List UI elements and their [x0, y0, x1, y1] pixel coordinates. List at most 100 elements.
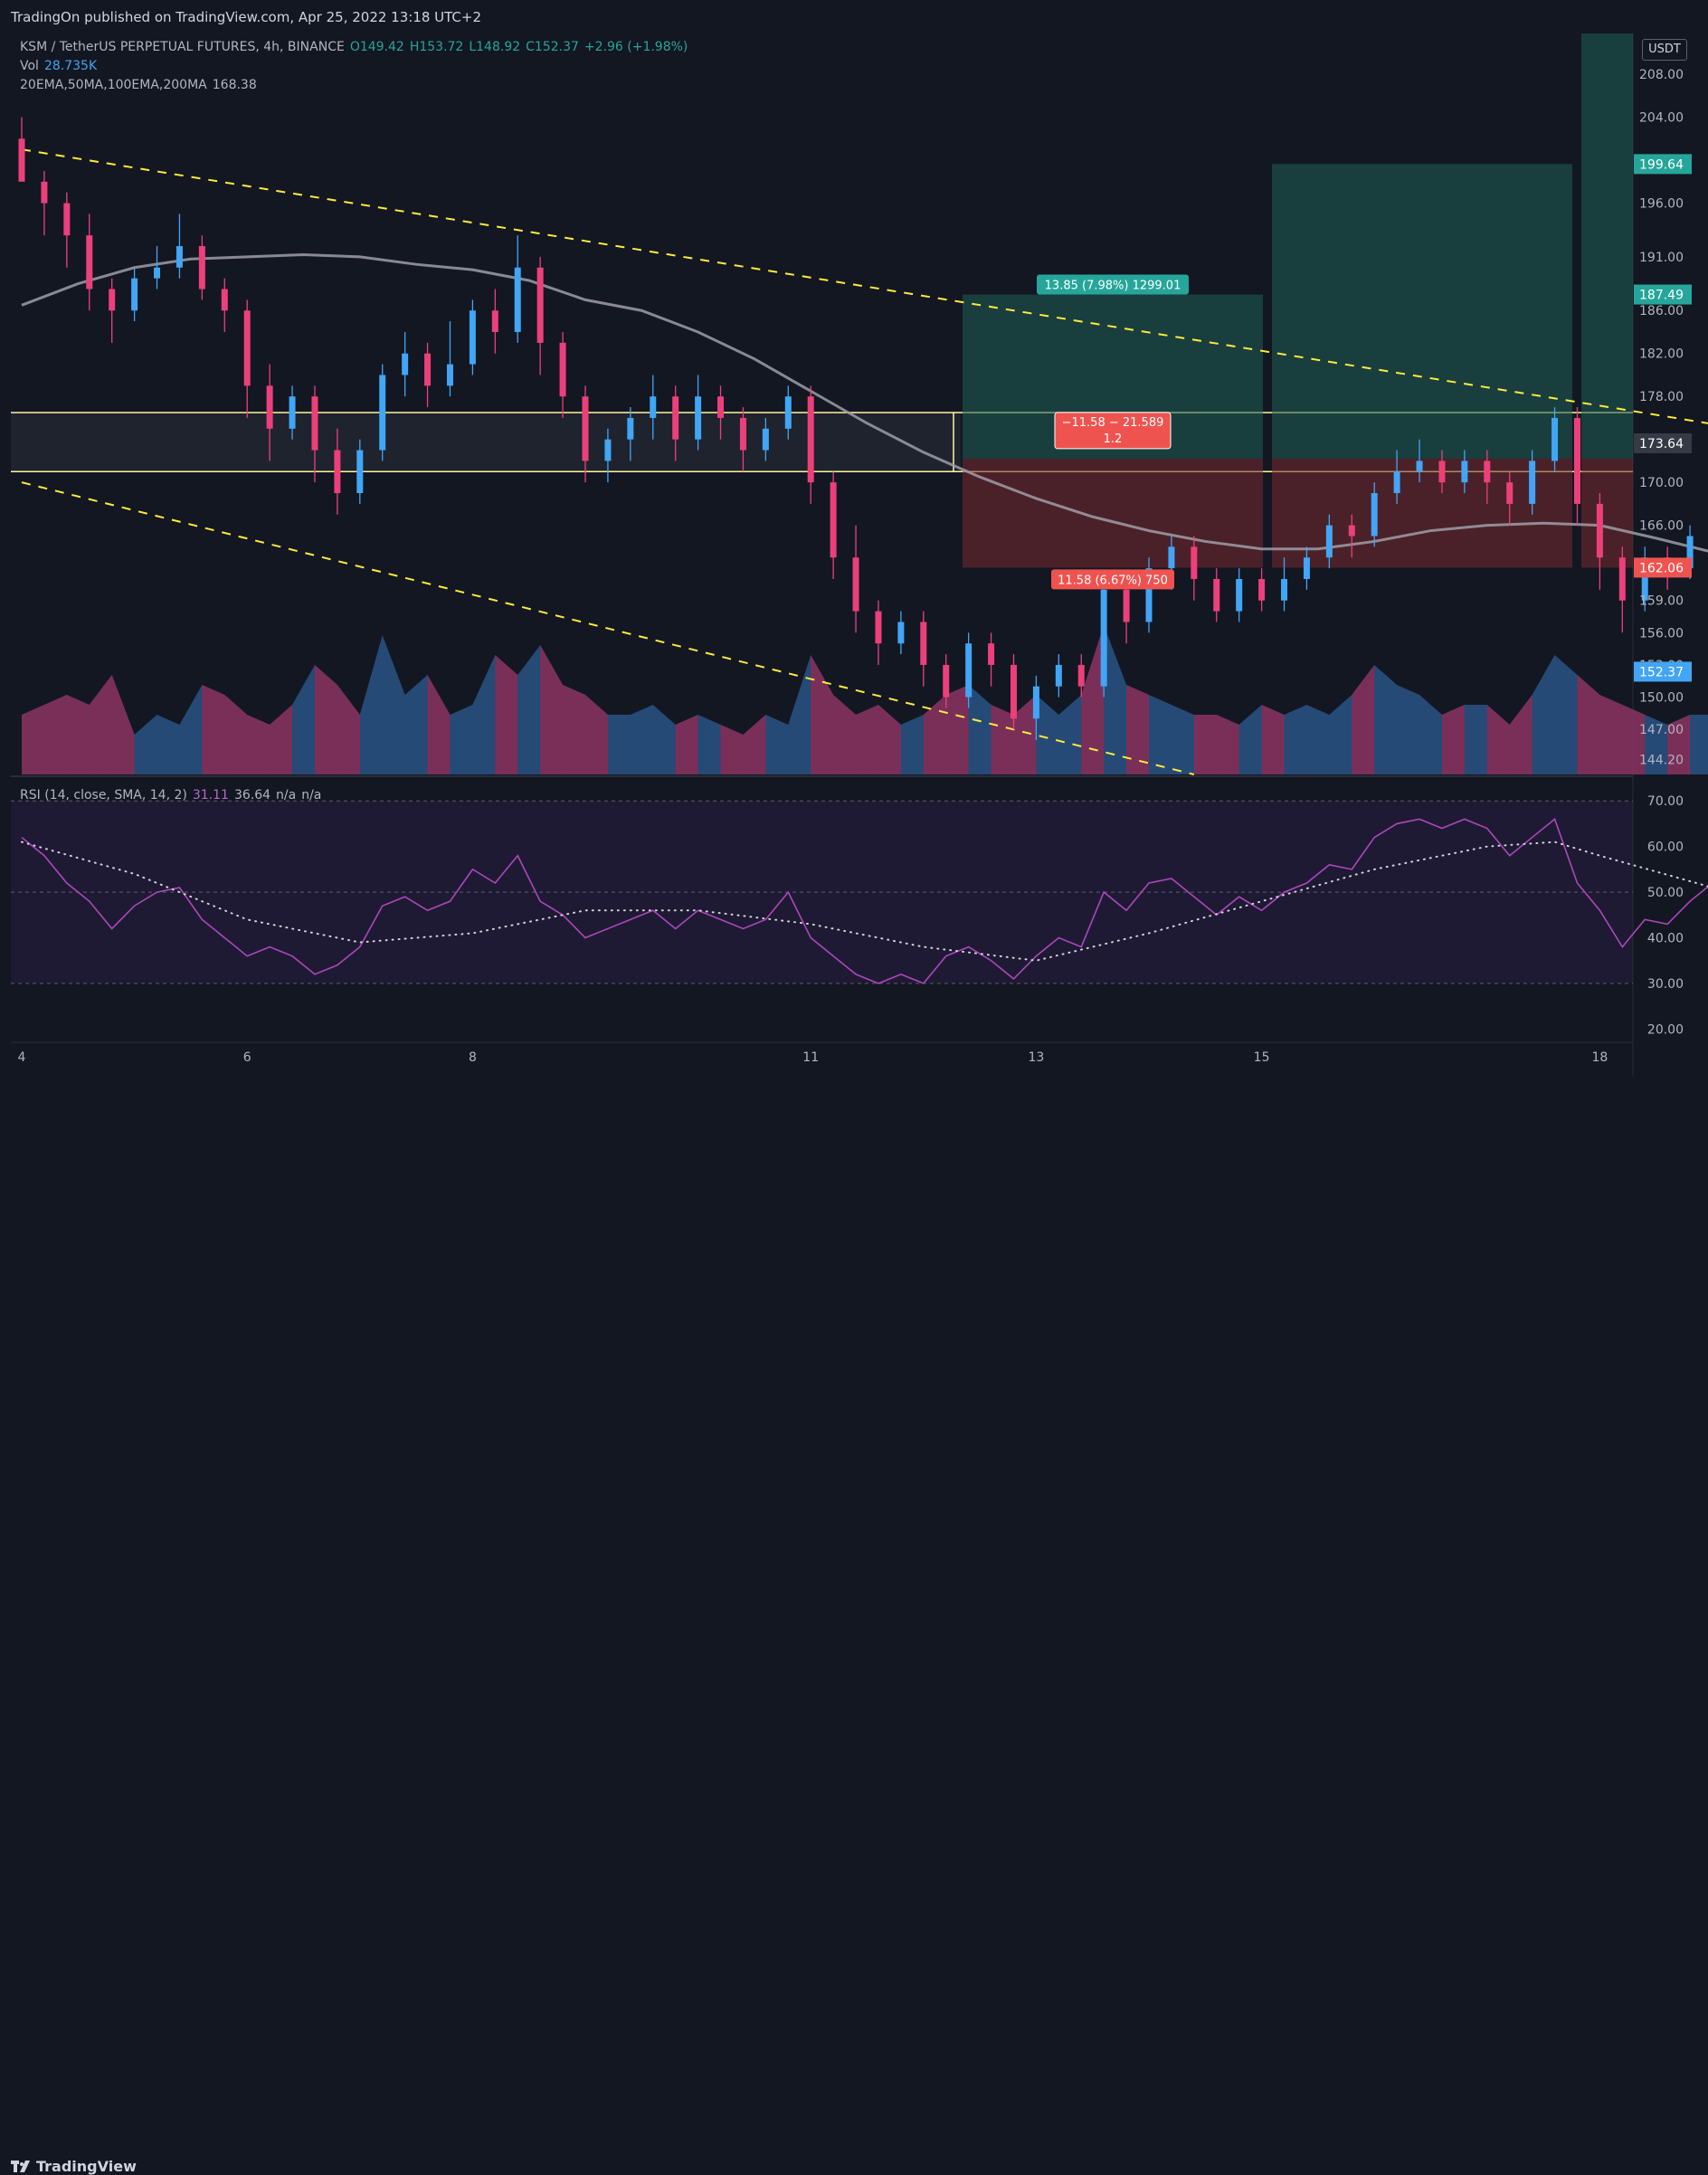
close-value: C152.37	[526, 40, 579, 54]
volume-bar-bear	[563, 685, 585, 774]
rsi-label[interactable]: RSI (14, close, SMA, 14, 2)	[20, 788, 187, 803]
vol-label[interactable]: Vol	[20, 59, 39, 73]
candle-body	[1191, 546, 1198, 579]
price-label: 162.06	[1639, 561, 1684, 575]
support-zone	[11, 412, 961, 472]
ratio-label-box	[1054, 412, 1172, 450]
volume-bar-bear	[720, 725, 744, 774]
candle-body	[1258, 578, 1266, 601]
target-label-box	[1037, 274, 1189, 295]
volume-bar-bear	[1509, 695, 1532, 774]
candle-body	[176, 246, 183, 268]
candle-body	[1484, 461, 1491, 483]
volume-bar-bear	[1577, 675, 1600, 774]
candle-body	[1573, 417, 1580, 504]
candle-body	[1303, 557, 1310, 579]
low-value: L148.92	[469, 40, 521, 54]
candle-body	[943, 664, 950, 698]
candle-body	[1145, 568, 1153, 622]
volume-bar-bear	[111, 675, 135, 774]
candle-body	[1100, 589, 1107, 687]
candle-body	[311, 396, 318, 451]
currency-button[interactable]: USDT	[1642, 39, 1687, 61]
volume-bar-bear	[923, 695, 946, 774]
price-tick: 196.00	[1639, 197, 1684, 212]
rsi-tick: 60.00	[1647, 841, 1684, 855]
volume-bar-bear	[856, 705, 878, 774]
price-tick: 208.00	[1639, 68, 1684, 82]
candle-body	[627, 417, 634, 440]
volume-bar-bear	[1352, 665, 1375, 774]
stop-zone-3	[1581, 459, 1633, 568]
price-label: 152.37	[1639, 665, 1684, 679]
stop-label: 11.58 (6.67%) 750	[1058, 574, 1168, 587]
volume-bar-bear	[1622, 705, 1646, 774]
volume-bar-bear	[991, 705, 1014, 774]
volume-bar-bear	[1261, 705, 1285, 774]
target-zone-2	[1272, 164, 1572, 460]
candle-body	[1281, 578, 1288, 601]
candle-body	[514, 267, 521, 332]
candle-body	[86, 235, 93, 290]
trendline-lower	[21, 481, 1195, 775]
high-value: H153.72	[409, 40, 464, 54]
tradingview-brand: TradingView	[36, 2158, 137, 2175]
candle-body	[424, 353, 432, 386]
candle-body	[1618, 557, 1626, 601]
candle-body	[875, 611, 882, 644]
time-tick: 13	[1028, 1050, 1044, 1065]
ma-label[interactable]: 20EMA,50MA,100EMA,200MA	[20, 78, 207, 92]
candle-body	[109, 289, 116, 311]
tradingview-logo[interactable]: TradingView	[11, 2158, 137, 2175]
rsi-tick: 20.00	[1647, 1022, 1684, 1037]
candle-body	[1461, 461, 1468, 483]
vol-value: 28.735K	[43, 59, 98, 73]
change-value: +2.96 (+1.98%)	[584, 40, 688, 54]
rsi-tick: 50.00	[1647, 886, 1684, 900]
candle-body	[1686, 536, 1694, 569]
candle-body	[1506, 482, 1513, 504]
rsi-value: 31.11	[192, 788, 229, 803]
volume-bar-bear	[540, 645, 564, 774]
rsi-tick: 40.00	[1647, 932, 1684, 946]
volume-bar-bear	[89, 675, 112, 774]
volume-bar-bear	[1081, 625, 1105, 774]
volume-bar-bear	[833, 695, 857, 774]
candle-body	[1055, 664, 1062, 687]
price-tick: 182.00	[1639, 347, 1684, 362]
ratio-label-1: −11.58 − 21.589	[1062, 416, 1164, 430]
price-label-box	[1634, 284, 1692, 305]
candle-body	[830, 482, 837, 558]
price-chart[interactable]: 13.85 (7.98%) 1299.01 −11.58 − 21.589 1.2 1…	[0, 0, 1708, 1111]
candle-body	[198, 246, 205, 290]
candle-body	[1168, 546, 1175, 569]
volume-bar-bear	[66, 695, 90, 774]
candle-body	[63, 203, 71, 236]
rsi-tick: 30.00	[1647, 977, 1684, 992]
candle-body	[1596, 503, 1603, 558]
publisher-text: TradingOn published on TradingView.com, …	[11, 9, 482, 25]
price-tick: 147.00	[1639, 723, 1684, 737]
price-tick: 204.00	[1639, 111, 1684, 126]
volume-bar-bear	[945, 685, 969, 774]
price-label: 187.49	[1639, 289, 1684, 303]
candle-body	[1551, 417, 1559, 461]
candle-body	[1438, 461, 1446, 483]
symbol-label[interactable]: KSM / TetherUS PERPETUAL FUTURES, 4h, BI…	[20, 40, 345, 54]
symbol-legend: KSM / TetherUS PERPETUAL FUTURES, 4h, BI…	[20, 40, 693, 54]
volume-bar-bear	[1441, 705, 1465, 774]
volume-bar-bear	[675, 715, 698, 774]
price-tick: 186.00	[1639, 304, 1684, 318]
candle-body	[559, 342, 566, 397]
candle-body	[762, 428, 769, 451]
candle-body	[672, 396, 679, 440]
rsi-tick: 70.00	[1647, 794, 1684, 809]
volume-bar-bear	[878, 705, 901, 774]
candle-body	[491, 310, 498, 332]
rsi-legend: RSI (14, close, SMA, 14, 2) 31.11 36.64 n/a…	[20, 788, 327, 803]
tradingview-logo-icon	[11, 2161, 31, 2172]
candle-body	[604, 439, 612, 461]
candle-body	[965, 643, 973, 698]
volume-bar-bear	[1486, 705, 1510, 774]
candle-body	[379, 375, 386, 451]
